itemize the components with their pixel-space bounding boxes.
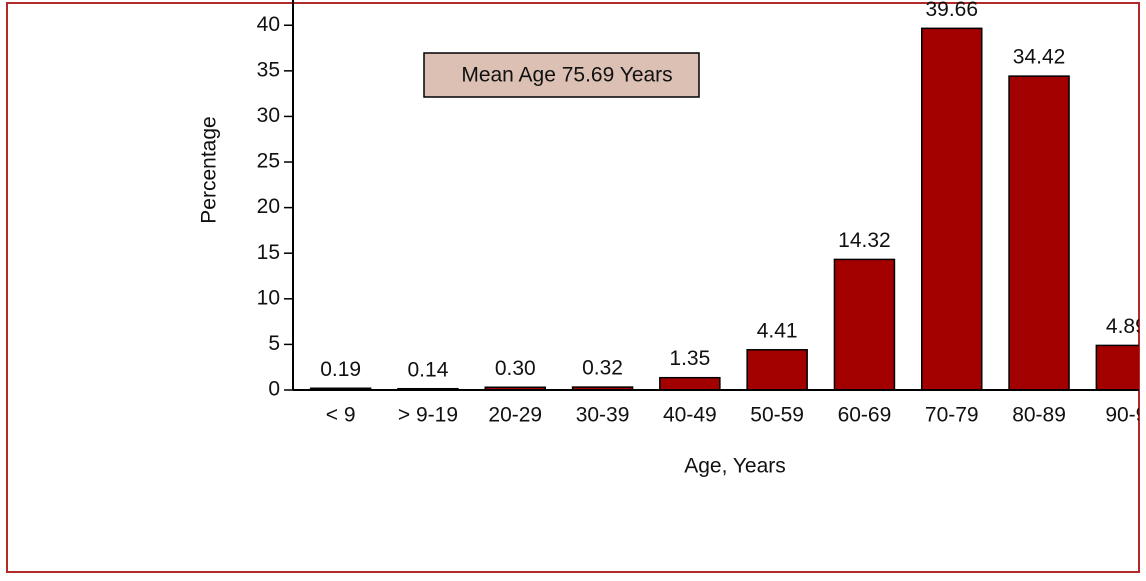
bar	[1095, 344, 1139, 391]
bar	[921, 27, 983, 391]
value-label: 39.66	[925, 0, 978, 21]
y-tick-label: 40	[257, 13, 280, 36]
x-tick-label: 40-49	[663, 404, 717, 427]
y-tick-label: 20	[257, 195, 280, 218]
value-label: 0.19	[320, 358, 361, 381]
value-label: 4.41	[757, 319, 798, 342]
x-tick-label: 70-79	[925, 404, 979, 427]
bar	[1008, 75, 1070, 391]
y-tick-label: 5	[268, 332, 280, 355]
bar	[659, 376, 721, 391]
y-tick-label: 10	[257, 286, 280, 309]
x-tick-label: 30-39	[576, 404, 630, 427]
x-tick-label: 80-89	[1012, 404, 1066, 427]
y-tick-label: 25	[257, 150, 280, 173]
y-tick-label: 30	[257, 104, 280, 127]
value-label: 34.42	[1013, 46, 1066, 69]
annotation-box	[423, 52, 700, 98]
x-tick-label: 90-9	[1105, 404, 1146, 427]
frame	[6, 2, 1140, 573]
y-tick-label: 35	[257, 58, 280, 81]
plot: < 9 0.19 > 9-19 0.14 20-29 0.30 30-39 0.32 40-49…	[309, 0, 1146, 427]
value-label: 1.35	[669, 347, 710, 370]
value-label: 0.14	[408, 358, 449, 381]
bar	[746, 349, 808, 391]
x-axis-label: Age, Years	[684, 455, 786, 478]
y-tick-label: 15	[257, 241, 280, 264]
x-tick-label: > 9-19	[398, 404, 458, 427]
annotation: Mean Age 75.69 Years	[461, 64, 672, 87]
y-tick-label: 0	[268, 378, 280, 401]
y-axis-label: Percentage	[198, 116, 221, 223]
value-label: 14.32	[838, 229, 891, 252]
x-tick-label: 20-29	[488, 404, 542, 427]
x-tick-label: < 9	[326, 404, 356, 427]
value-label: 0.30	[495, 357, 536, 380]
x-tick-label: 50-59	[750, 404, 804, 427]
bar	[833, 258, 896, 391]
value-label: 4.89	[1106, 315, 1146, 338]
value-label: 0.32	[582, 357, 623, 380]
x-tick-label: 60-69	[838, 404, 892, 427]
